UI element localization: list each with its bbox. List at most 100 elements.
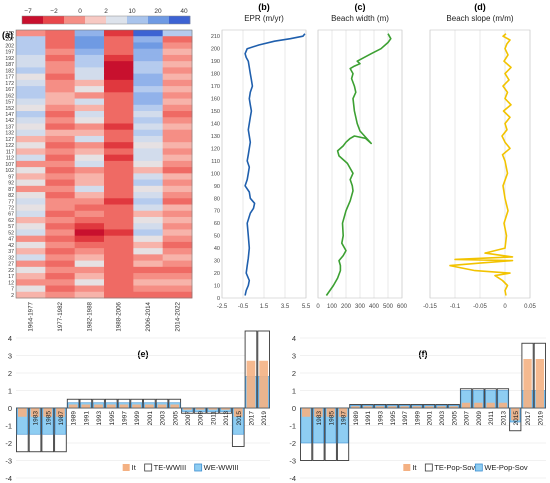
y-tick-label: 70: [214, 209, 220, 215]
heatmap-cell: [104, 185, 134, 193]
heatmap-cell: [16, 266, 46, 274]
heatmap-cell: [133, 160, 164, 168]
y-tick-label: 2: [8, 369, 12, 378]
colorbar: −7 −2 0 2 10 20 40: [21, 8, 191, 25]
heatmap-cell: [74, 30, 105, 37]
x-tick-label: 1999: [134, 411, 141, 426]
x-tick-label: 1983: [316, 411, 323, 426]
heatmap-cell: [16, 142, 46, 149]
heatmap-y-tick-label: 27: [8, 262, 14, 268]
heatmap-cell: [45, 235, 76, 243]
bar-it: [56, 408, 65, 417]
x-tick-label: -0.1: [450, 304, 461, 310]
y-tick-label: 3: [292, 352, 296, 361]
heatmap-cell: [16, 192, 46, 199]
heatmap-cell: [133, 79, 164, 87]
heatmap-cell: [45, 179, 76, 187]
heatmap-cell: [133, 117, 164, 124]
heatmap-y-tick-label: 62: [8, 218, 14, 224]
heatmap-cell: [104, 204, 134, 212]
heatmap-cell: [104, 173, 134, 180]
heatmap-cell: [74, 117, 105, 124]
heatmap-cell: [104, 167, 134, 174]
x-tick-label: -0.5: [238, 304, 249, 310]
heatmap-cell: [162, 273, 193, 280]
heatmap-cell: [45, 104, 76, 112]
heatmap-cell: [74, 235, 105, 243]
heatmap-cell: [16, 30, 46, 37]
heatmap-panel-a: (a) −7 −2 0 2 10 20 40 21220720219719218718217…: [2, 8, 193, 332]
heatmap-cell: [74, 285, 105, 293]
heatmap-cell: [16, 241, 46, 249]
heatmap-cell: [104, 229, 134, 237]
heatmap-cell: [133, 266, 164, 274]
panel-label: (b): [258, 2, 270, 12]
heatmap-x-tick-label: 2006-2014: [145, 301, 152, 331]
heatmap-cell: [45, 67, 76, 75]
heatmap-cell: [133, 98, 164, 106]
heatmap-cell: [104, 54, 134, 62]
heatmap-cell: [74, 98, 105, 106]
heatmap-cell: [133, 104, 164, 112]
x-tick-label: -0.15: [423, 304, 437, 310]
heatmap-cell: [74, 73, 105, 81]
y-tick-label: 180: [211, 72, 220, 78]
heatmap-cell: [162, 179, 193, 187]
heatmap-cell: [162, 185, 193, 193]
colorbar-swatch: [169, 16, 191, 24]
heatmap-cell: [162, 173, 193, 180]
x-tick-label: 2007: [464, 411, 471, 426]
heatmap-cell: [133, 67, 164, 75]
heatmap-cell: [16, 273, 46, 280]
heatmap-cell: [16, 198, 46, 205]
heatmap-y-tick-label: 32: [8, 255, 14, 261]
y-tick-label: 0: [8, 404, 12, 413]
y-tick-label: 60: [214, 221, 220, 227]
heatmap-cell: [133, 216, 164, 224]
heatmap-cell: [16, 129, 46, 137]
heatmap-cell: [133, 142, 164, 149]
bar-it: [351, 406, 360, 408]
bar-it: [208, 408, 218, 410]
series-line: [325, 33, 392, 296]
x-tick-label: 200: [341, 304, 352, 310]
plot-frame: [221, 29, 307, 299]
heatmap-cell: [16, 48, 46, 56]
bar-it: [449, 406, 458, 408]
colorbar-tick-label: −7: [24, 8, 32, 15]
heatmap-cell: [133, 135, 164, 143]
heatmap-cell: [162, 135, 193, 143]
legend-te-label: TE-Pop-Sov: [434, 463, 475, 472]
heatmap-cell: [74, 241, 105, 249]
heatmap-cell: [74, 291, 105, 299]
heatmap-cell: [16, 98, 46, 106]
heatmap-cell: [74, 123, 105, 131]
heatmap-cell: [162, 73, 193, 81]
bar-it: [145, 404, 154, 408]
heatmap-cell: [74, 42, 105, 50]
series-line: [449, 33, 514, 296]
heatmap-cell: [133, 30, 164, 37]
heatmap-cell: [104, 135, 134, 143]
legend-te-label: TE-WWIII: [154, 463, 187, 472]
y-tick-label: 1: [8, 387, 12, 396]
y-tick-label: 50: [214, 234, 220, 240]
x-tick-label: 2003: [439, 411, 446, 426]
x-tick-label: 1999: [414, 411, 421, 426]
bar-it: [498, 402, 508, 408]
x-tick-label: 2005: [451, 411, 458, 426]
heatmap-y-tick-label: 122: [5, 143, 14, 149]
heatmap-cell: [45, 54, 76, 62]
y-tick-label: -2: [289, 439, 296, 448]
heatmap-cell: [133, 123, 164, 131]
y-tick-label: 0: [292, 404, 296, 413]
heatmap-cell: [74, 173, 105, 180]
heatmap-cell: [104, 104, 134, 112]
heatmap-cell: [162, 117, 193, 124]
heatmap-cell: [104, 198, 134, 205]
x-tick-label: 2009: [198, 411, 205, 426]
heatmap-cell: [16, 210, 46, 218]
heatmap-cell: [45, 167, 76, 174]
x-tick-label: 1985: [328, 411, 335, 426]
